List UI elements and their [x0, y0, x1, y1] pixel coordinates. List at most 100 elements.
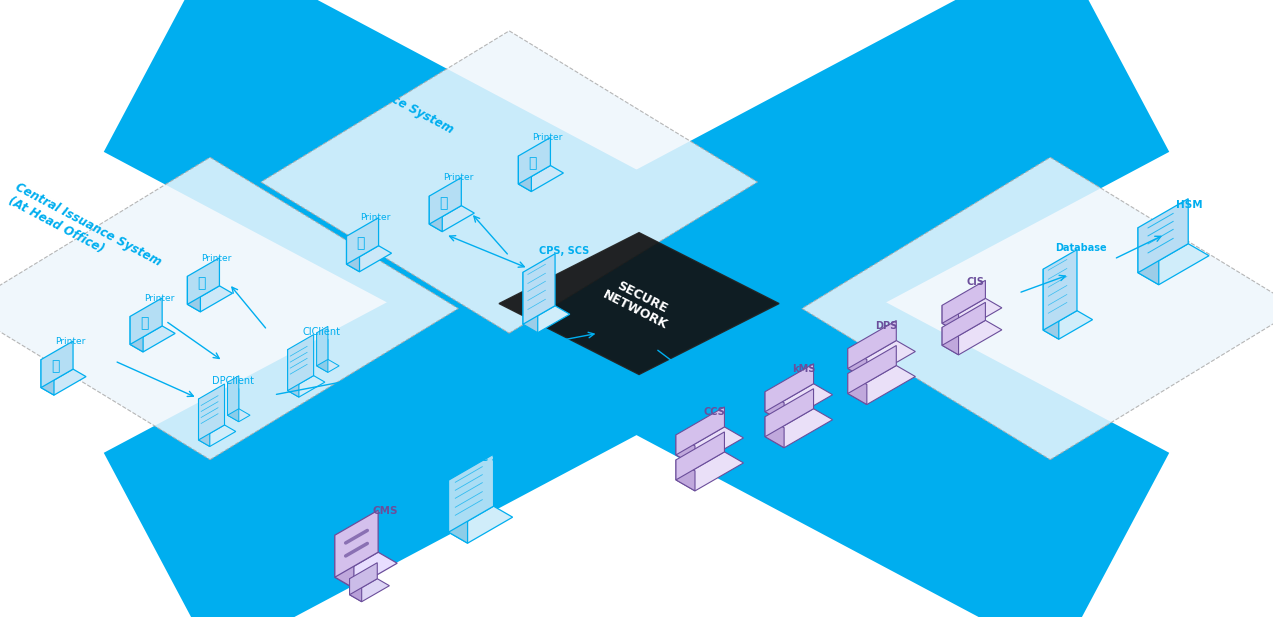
- Polygon shape: [765, 416, 784, 448]
- Polygon shape: [187, 286, 233, 312]
- Polygon shape: [518, 156, 531, 191]
- Polygon shape: [346, 246, 392, 271]
- Polygon shape: [765, 389, 813, 437]
- Polygon shape: [499, 233, 779, 375]
- Polygon shape: [0, 157, 458, 460]
- Polygon shape: [765, 384, 833, 423]
- Polygon shape: [288, 376, 325, 397]
- Text: Printer: Printer: [443, 173, 474, 183]
- Polygon shape: [335, 552, 397, 588]
- Polygon shape: [350, 563, 377, 595]
- Polygon shape: [288, 334, 313, 391]
- Polygon shape: [848, 365, 915, 405]
- Polygon shape: [335, 535, 354, 588]
- Polygon shape: [448, 506, 513, 543]
- Polygon shape: [942, 280, 985, 323]
- Text: CIClient: CIClient: [303, 326, 341, 337]
- Text: Instant Issuance System
(At Branch): Instant Issuance System (At Branch): [299, 48, 456, 149]
- Polygon shape: [676, 432, 724, 480]
- Text: Printer: Printer: [55, 337, 85, 346]
- Polygon shape: [518, 165, 564, 191]
- Polygon shape: [199, 384, 224, 440]
- Polygon shape: [1043, 250, 1077, 330]
- Text: kMS: kMS: [792, 363, 815, 374]
- Polygon shape: [199, 425, 236, 447]
- Polygon shape: [848, 349, 867, 379]
- Polygon shape: [523, 272, 537, 333]
- Polygon shape: [41, 360, 53, 395]
- Polygon shape: [1138, 228, 1158, 284]
- Polygon shape: [1138, 199, 1188, 273]
- Text: Server Room (At Head Office): Server Room (At Head Office): [840, 491, 1018, 595]
- Polygon shape: [41, 369, 87, 395]
- Polygon shape: [187, 276, 200, 312]
- Polygon shape: [523, 306, 570, 333]
- Polygon shape: [187, 258, 219, 304]
- Text: Central Issuance System
(At Head Office): Central Issuance System (At Head Office): [6, 181, 164, 282]
- Text: CIS: CIS: [966, 277, 984, 288]
- Polygon shape: [346, 236, 359, 271]
- Polygon shape: [802, 157, 1273, 460]
- Text: Printer: Printer: [144, 294, 174, 303]
- Polygon shape: [523, 254, 555, 324]
- Polygon shape: [942, 320, 1002, 355]
- Polygon shape: [346, 218, 378, 264]
- Polygon shape: [429, 196, 442, 231]
- Text: CCS: CCS: [704, 407, 726, 417]
- Polygon shape: [1138, 244, 1209, 284]
- Polygon shape: [676, 435, 695, 466]
- Polygon shape: [104, 0, 1169, 617]
- Polygon shape: [848, 341, 915, 379]
- Polygon shape: [130, 298, 162, 344]
- Polygon shape: [429, 205, 475, 231]
- Text: CMS: CMS: [373, 506, 398, 516]
- Polygon shape: [228, 382, 239, 421]
- Text: Printer: Printer: [532, 133, 563, 143]
- Text: CPS, SCS: CPS, SCS: [538, 246, 589, 257]
- Polygon shape: [765, 363, 813, 412]
- Polygon shape: [261, 31, 757, 333]
- Polygon shape: [317, 326, 328, 366]
- Polygon shape: [350, 579, 362, 602]
- Polygon shape: [199, 399, 210, 447]
- Text: Database: Database: [1055, 243, 1106, 254]
- Polygon shape: [350, 579, 390, 602]
- Polygon shape: [765, 408, 833, 448]
- Polygon shape: [317, 333, 328, 372]
- Polygon shape: [317, 359, 339, 372]
- Polygon shape: [518, 138, 550, 184]
- Text: File Server: File Server: [468, 453, 528, 463]
- Text: 🖨: 🖨: [439, 196, 448, 210]
- Polygon shape: [130, 326, 176, 352]
- Polygon shape: [676, 407, 724, 455]
- Polygon shape: [942, 302, 985, 346]
- Text: 🖨: 🖨: [140, 317, 149, 331]
- Polygon shape: [848, 373, 867, 405]
- Polygon shape: [448, 480, 467, 543]
- Polygon shape: [848, 320, 896, 368]
- Text: Printer: Printer: [201, 254, 232, 263]
- Polygon shape: [848, 346, 896, 394]
- Text: HSM: HSM: [1175, 200, 1202, 210]
- Polygon shape: [942, 299, 1002, 333]
- Polygon shape: [228, 408, 250, 421]
- Polygon shape: [429, 178, 461, 224]
- Text: 🖨: 🖨: [356, 236, 365, 251]
- Polygon shape: [1043, 269, 1059, 339]
- Polygon shape: [228, 376, 239, 415]
- Polygon shape: [942, 305, 959, 333]
- Text: 🖨: 🖨: [528, 156, 537, 170]
- Polygon shape: [335, 510, 378, 578]
- Polygon shape: [41, 341, 73, 387]
- Polygon shape: [288, 350, 299, 397]
- Text: DPClient: DPClient: [211, 376, 253, 386]
- Polygon shape: [104, 0, 1169, 617]
- Polygon shape: [676, 427, 743, 466]
- Text: 🖨: 🖨: [197, 276, 206, 291]
- Polygon shape: [765, 392, 784, 423]
- Polygon shape: [676, 460, 695, 491]
- Polygon shape: [448, 454, 494, 532]
- Text: DPS: DPS: [875, 320, 897, 331]
- Polygon shape: [130, 317, 143, 352]
- Text: 🖨: 🖨: [51, 360, 60, 374]
